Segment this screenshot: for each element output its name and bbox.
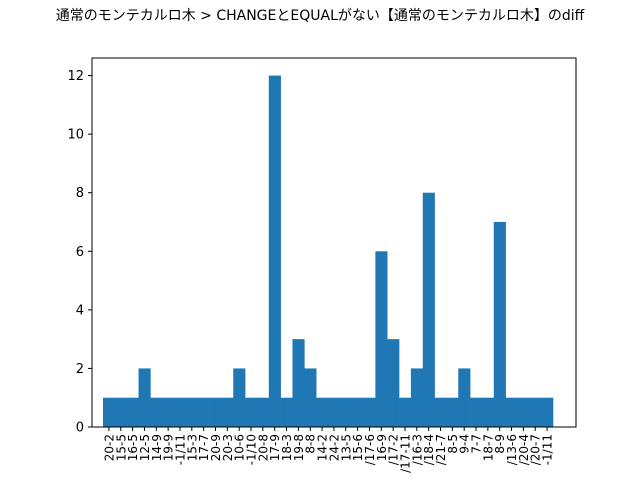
x-tick-label: /21-7 [434, 434, 448, 465]
bar-17 [304, 368, 317, 427]
x-tick-label: 9-4 [458, 434, 472, 454]
x-tick-label: 24-2 [327, 434, 341, 461]
bar-14 [268, 75, 281, 427]
y-tick-label: 6 [76, 245, 84, 260]
y-tick-label: 4 [76, 303, 84, 318]
x-axis: 20-215-516-512-514-919-9-1/1115-317-720-… [102, 427, 555, 473]
bar-9 [209, 397, 222, 427]
x-tick-label: 15-3 [185, 434, 199, 461]
bar-24 [387, 339, 400, 427]
x-tick-label: 20-2 [102, 434, 116, 461]
x-tick-label: 20-9 [209, 434, 223, 461]
x-tick-label: /17-11 [398, 434, 412, 473]
x-tick-label: /18-4 [422, 434, 436, 465]
bar-11 [233, 368, 246, 427]
x-tick-label: 13-5 [339, 434, 353, 461]
bar-25 [399, 397, 412, 427]
bar-29 [446, 397, 459, 427]
bar-31 [470, 397, 483, 427]
bar-21 [351, 397, 364, 427]
x-tick-label: /16-3 [410, 434, 424, 465]
x-tick-label: /17-2 [387, 434, 401, 465]
x-tick-label: 15-5 [114, 434, 128, 461]
x-tick-label: 19-9 [162, 434, 176, 461]
x-tick-label: 10-6 [233, 434, 247, 461]
bar-8 [197, 397, 210, 427]
bar-26 [410, 368, 424, 427]
bar-1 [114, 397, 127, 427]
x-tick-label: 17-9 [268, 434, 282, 461]
bar-5 [162, 397, 175, 427]
bar-13 [256, 397, 270, 427]
bar-19 [328, 397, 341, 427]
bar-6 [174, 397, 187, 427]
x-tick-label: 20-8 [256, 434, 270, 461]
x-tick-label: 18-3 [280, 434, 294, 461]
bar-16 [292, 339, 305, 427]
y-tick-label: 2 [76, 362, 84, 377]
bar-27 [422, 192, 435, 427]
x-tick-label: 8-9 [493, 434, 507, 454]
y-tick-label: 0 [76, 421, 84, 436]
x-tick-label: 15-6 [351, 434, 365, 461]
bar-33 [493, 222, 506, 427]
x-tick-label: /13-6 [505, 434, 519, 465]
x-tick-label: 7-7 [470, 434, 484, 454]
bar-34 [505, 397, 518, 427]
bar-7 [185, 397, 199, 427]
bar-20 [339, 397, 352, 427]
bar-0 [103, 397, 116, 427]
x-tick-label: 14-2 [316, 434, 330, 461]
x-tick-label: /20-4 [517, 434, 531, 465]
x-tick-label: 20-3 [221, 434, 235, 461]
bar-28 [434, 397, 447, 427]
x-tick-label: -1/10 [245, 434, 259, 465]
y-axis: 0 2 4 6 8 10 12 [67, 69, 92, 436]
x-tick-label: /17-6 [363, 434, 377, 465]
bar-18 [316, 397, 329, 427]
x-tick-label: 16-5 [126, 434, 140, 461]
x-tick-label: 16-9 [375, 434, 389, 461]
x-tick-label: 19-8 [292, 434, 306, 461]
bar-10 [221, 397, 234, 427]
x-tick-label: 12-5 [138, 434, 152, 461]
x-tick-label: -1/11 [541, 434, 555, 465]
y-tick-label: 10 [67, 128, 84, 143]
bar-22 [363, 397, 376, 427]
x-tick-label: 8-8 [304, 434, 318, 454]
bar-4 [150, 397, 163, 427]
bar-2 [126, 397, 139, 427]
x-tick-label: -1/11 [173, 434, 187, 465]
x-tick-label: 18-7 [481, 434, 495, 461]
x-tick-label: 17-7 [197, 434, 211, 461]
x-tick-label: 8-5 [446, 434, 460, 454]
x-tick-label: /20-7 [529, 434, 543, 465]
plot-frame [91, 57, 577, 428]
chart-title: 通常のモンテカルロ木 > CHANGEとEQUALがない【通常のモンテカルロ木】… [56, 8, 585, 24]
y-tick-label: 12 [67, 69, 84, 84]
bar-30 [458, 368, 471, 427]
bar-3 [138, 368, 151, 427]
bar-37 [541, 397, 554, 427]
bar-36 [529, 397, 542, 427]
bar-32 [481, 397, 495, 427]
bars-group [103, 75, 554, 427]
bar-23 [375, 251, 388, 427]
bar-35 [517, 397, 530, 427]
bar-12 [245, 397, 258, 427]
y-tick-label: 8 [76, 186, 84, 201]
bar-15 [280, 397, 293, 427]
x-tick-label: 14-9 [150, 434, 164, 461]
